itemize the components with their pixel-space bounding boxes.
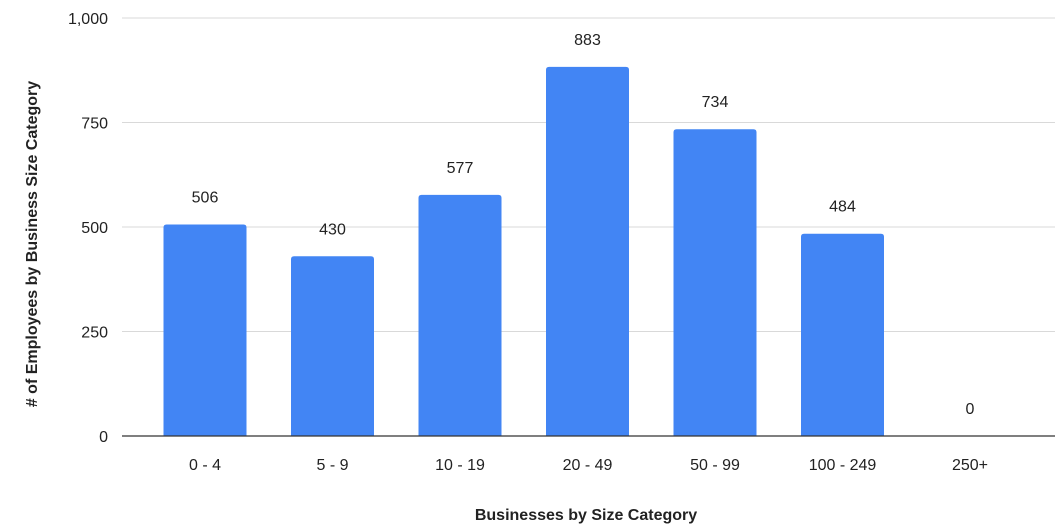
y-tick-label: 250 bbox=[81, 325, 108, 342]
data-label: 577 bbox=[447, 160, 474, 177]
y-tick-label: 0 bbox=[99, 429, 108, 446]
data-label: 883 bbox=[574, 32, 601, 49]
data-label: 430 bbox=[319, 221, 346, 238]
data-labels: 506 430 577 883 734 484 0 bbox=[192, 32, 975, 418]
x-tick-label: 0 - 4 bbox=[189, 457, 221, 474]
data-label: 484 bbox=[829, 199, 856, 216]
bar-0-4 bbox=[163, 224, 247, 436]
x-tick-label: 5 - 9 bbox=[316, 457, 348, 474]
data-label: 0 bbox=[966, 401, 975, 418]
bar-10-19 bbox=[418, 194, 502, 436]
x-tick-label: 50 - 99 bbox=[690, 457, 740, 474]
bars bbox=[163, 66, 884, 437]
y-tick-label: 750 bbox=[81, 116, 108, 133]
data-label: 506 bbox=[192, 189, 219, 206]
bar-50-99 bbox=[673, 129, 757, 437]
y-axis-ticks: 0 250 500 750 1,000 bbox=[68, 11, 108, 446]
x-axis-title: Businesses by Size Category bbox=[475, 507, 697, 524]
x-tick-label: 100 - 249 bbox=[809, 457, 877, 474]
y-tick-label: 500 bbox=[81, 220, 108, 237]
bar-5-9 bbox=[291, 256, 374, 436]
x-tick-label: 250+ bbox=[952, 457, 988, 474]
bar-20-49 bbox=[546, 66, 629, 436]
y-tick-label: 1,000 bbox=[68, 11, 108, 28]
x-tick-label: 20 - 49 bbox=[563, 457, 613, 474]
x-tick-label: 10 - 19 bbox=[435, 457, 485, 474]
data-label: 734 bbox=[702, 94, 729, 111]
x-axis-ticks: 0 - 4 5 - 9 10 - 19 20 - 49 50 - 99 100 - 249… bbox=[189, 457, 988, 474]
bar-100-249 bbox=[801, 233, 884, 436]
y-axis-title: # of Employees by Business Size Category bbox=[24, 81, 41, 407]
